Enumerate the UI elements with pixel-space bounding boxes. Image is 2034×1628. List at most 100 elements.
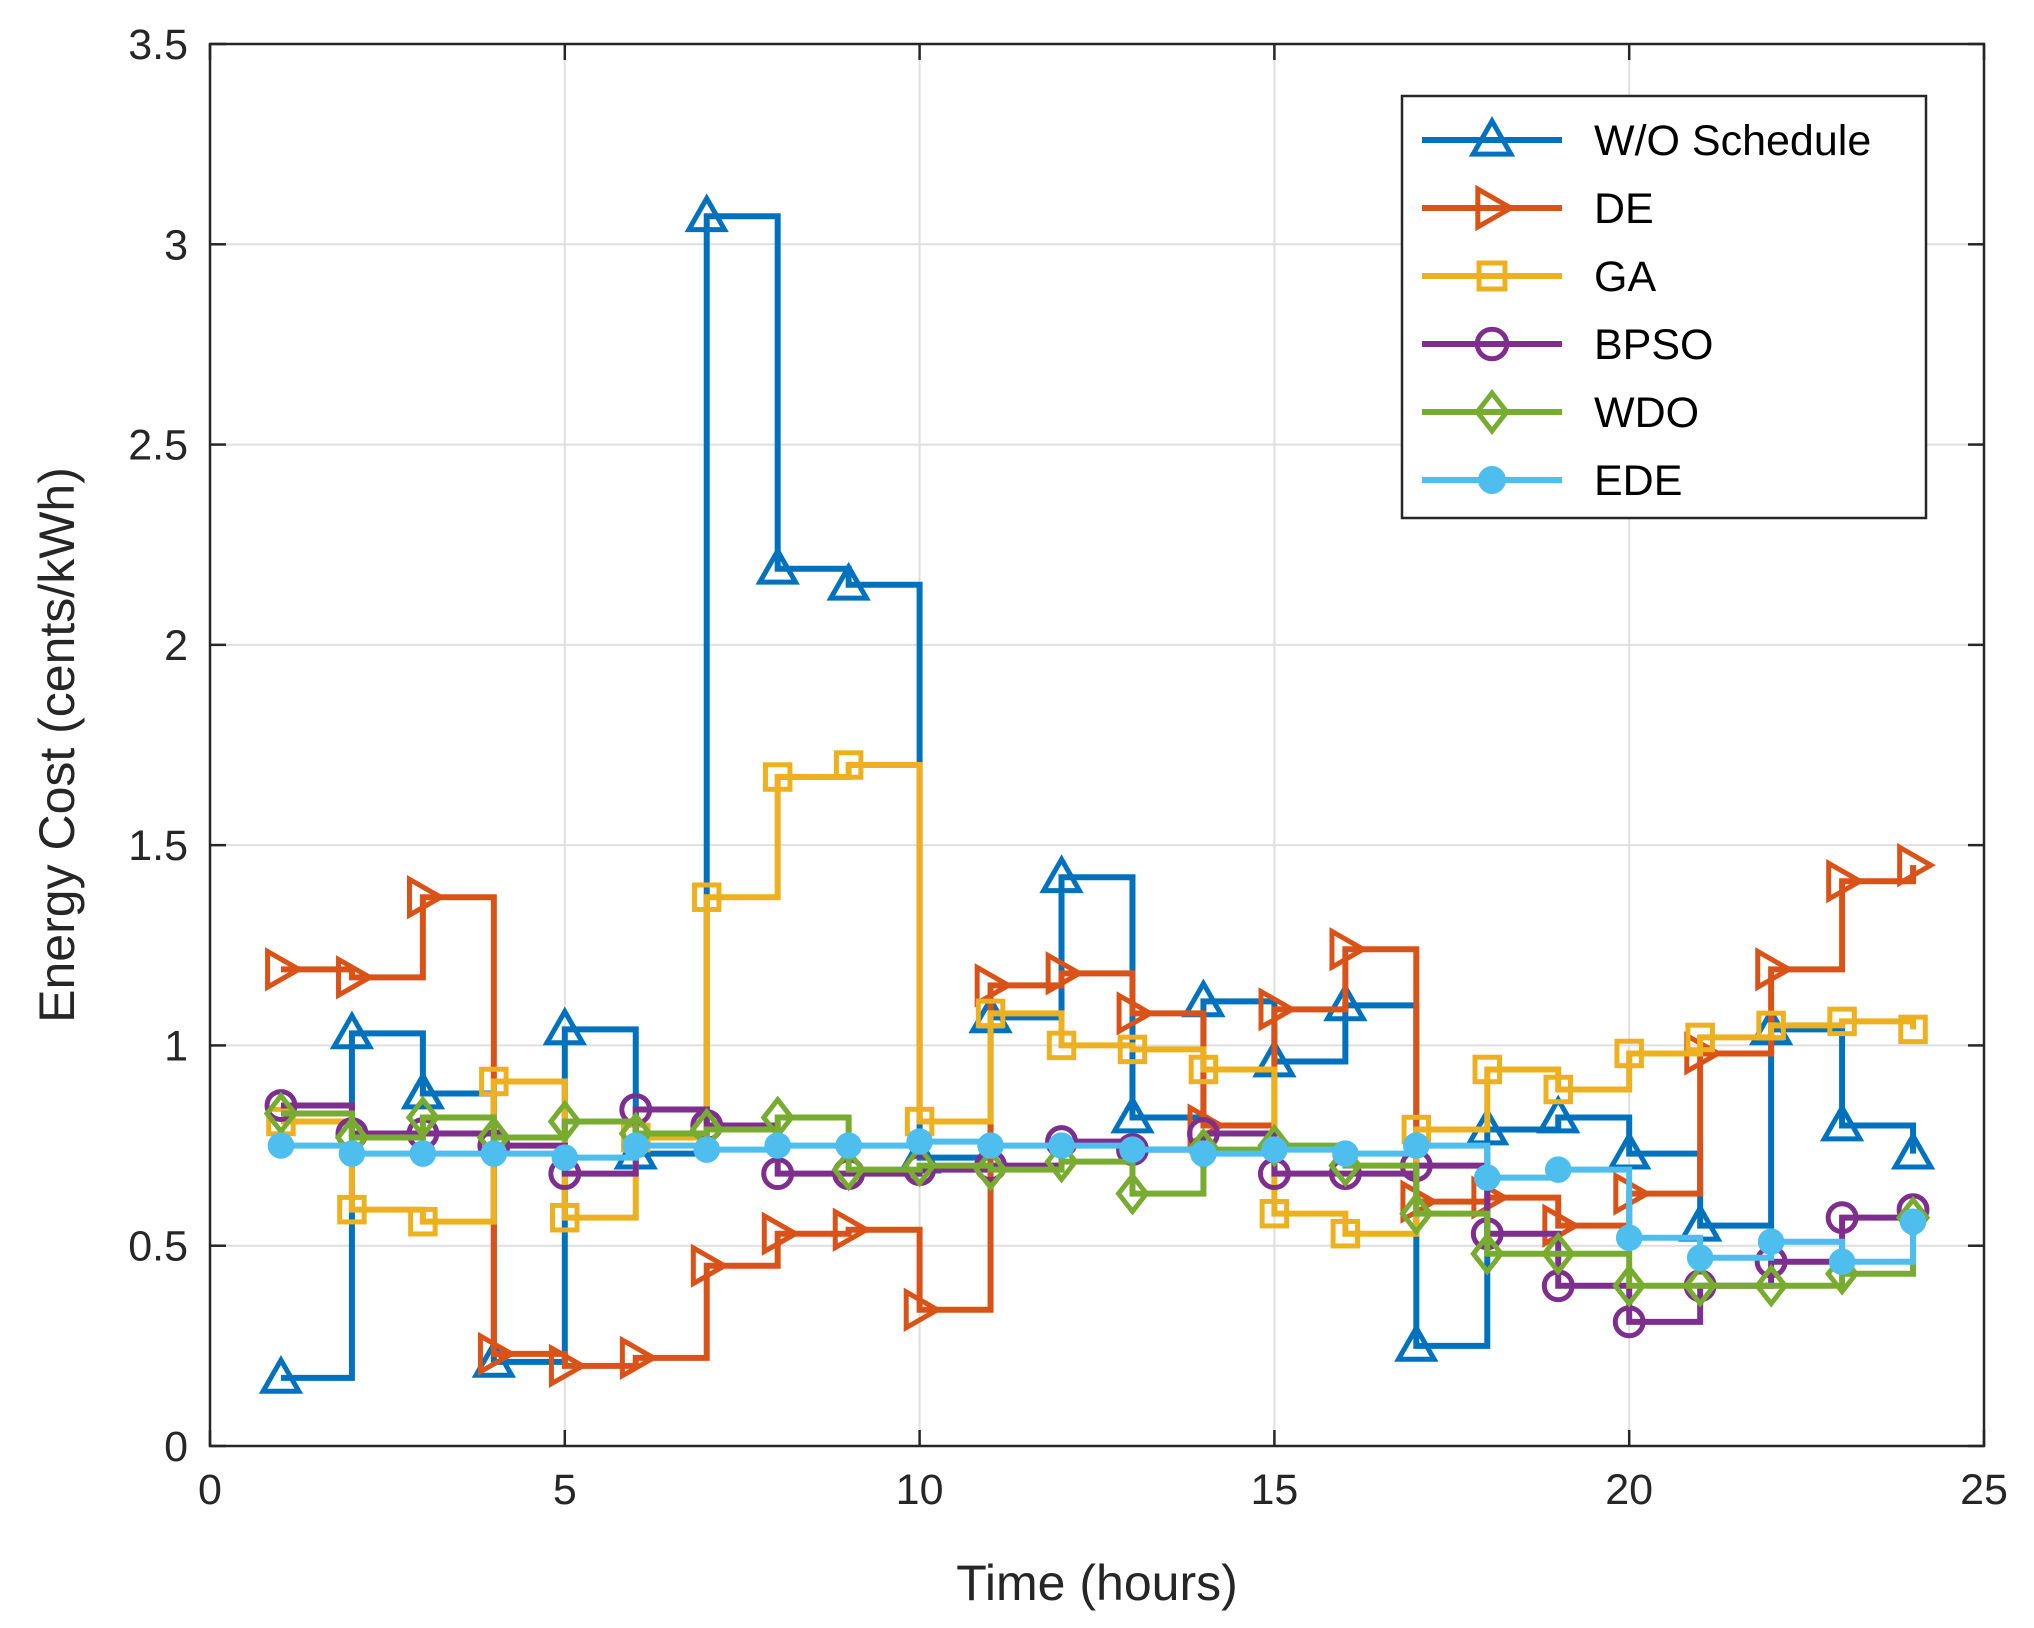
data-point	[1543, 1074, 1573, 1105]
data-point	[1472, 1054, 1503, 1085]
data-point	[1474, 1164, 1501, 1191]
data-point	[551, 1144, 579, 1171]
data-point	[762, 762, 793, 792]
data-point	[1039, 854, 1084, 894]
legend-marker	[1468, 116, 1516, 157]
data-point	[1755, 947, 1795, 992]
data-point	[405, 1095, 440, 1140]
y-tick-label: 3.5	[128, 21, 188, 69]
data-point	[1261, 1136, 1288, 1163]
data-point	[1119, 1136, 1146, 1163]
data-point	[477, 1331, 517, 1377]
data-point	[1615, 1224, 1643, 1251]
legend-marker	[1474, 389, 1510, 435]
data-point	[1190, 1140, 1217, 1167]
data-point	[1683, 1263, 1718, 1308]
data-point	[1754, 1263, 1789, 1308]
data-point	[1899, 1208, 1927, 1235]
data-point	[1394, 1322, 1439, 1362]
data-point	[1332, 1140, 1359, 1167]
data-point	[1046, 1030, 1077, 1061]
legend: W/O Schedule DE GA BPSO WDO EDE	[1400, 94, 1928, 520]
data-point	[1115, 1171, 1150, 1216]
legend-label: W/O Schedule	[1594, 117, 1871, 165]
data-point	[1329, 927, 1369, 972]
data-point	[264, 1089, 298, 1122]
data-point	[265, 947, 304, 992]
data-point	[1536, 1094, 1581, 1134]
data-point	[547, 1099, 582, 1144]
legend-marker	[1475, 184, 1516, 232]
legend-item: EDE	[1422, 457, 1682, 505]
data-point	[1258, 987, 1298, 1032]
data-point	[831, 1147, 866, 1192]
legend-item: WDO	[1422, 389, 1699, 437]
data-point	[1685, 1022, 1715, 1053]
data-point	[1612, 1305, 1646, 1339]
data-point	[974, 963, 1014, 1008]
x-tick-label: 0	[198, 1466, 222, 1514]
legend-label: DE	[1594, 185, 1654, 233]
data-point	[690, 1243, 730, 1288]
data-point	[408, 1206, 438, 1237]
x-tick-label: 25	[1960, 1466, 2008, 1514]
data-point	[1825, 1201, 1859, 1235]
legend-marker	[1474, 326, 1510, 362]
data-point	[1045, 951, 1085, 996]
x-tick-label: 20	[1605, 1466, 1653, 1514]
data-point	[691, 882, 722, 912]
y-tick-label: 1.5	[128, 822, 188, 870]
data-point	[684, 193, 729, 233]
data-point	[263, 1091, 299, 1136]
y-tick-label: 0.5	[128, 1223, 188, 1271]
data-point	[1614, 1038, 1644, 1069]
axes-frame	[208, 42, 1986, 1448]
series-line	[280, 865, 1917, 1369]
x-tick-label: 5	[553, 1466, 577, 1514]
y-tick-label: 2	[164, 622, 188, 670]
legend-item: GA	[1422, 253, 1656, 301]
data-point	[693, 1136, 720, 1163]
data-point	[542, 1006, 587, 1046]
data-point	[1890, 1130, 1936, 1170]
series-line	[280, 1110, 1917, 1289]
y-tick-label: 3	[164, 221, 188, 269]
data-point	[338, 1140, 366, 1167]
data-point	[761, 1211, 801, 1256]
data-point	[258, 1355, 304, 1394]
data-point	[1757, 1228, 1785, 1255]
x-tick-label: 10	[896, 1466, 944, 1514]
data-point	[1117, 1034, 1148, 1065]
data-point	[1826, 859, 1865, 904]
data-point	[826, 561, 871, 601]
x-tick-label: 15	[1250, 1466, 1298, 1514]
legend-marker	[1478, 466, 1506, 494]
data-point	[1048, 1132, 1075, 1159]
data-point	[548, 1343, 588, 1389]
data-point	[1257, 1123, 1292, 1168]
data-point	[1323, 982, 1368, 1022]
legend-label: WDO	[1594, 389, 1699, 437]
y-tick-label: 0	[164, 1423, 188, 1471]
legend-item: BPSO	[1422, 321, 1714, 369]
data-point	[622, 1132, 650, 1159]
data-point	[1188, 1054, 1219, 1085]
data-point	[764, 1132, 791, 1159]
series-ede	[267, 1128, 1927, 1275]
legend-item: DE	[1422, 184, 1654, 233]
data-point	[1827, 1006, 1857, 1037]
data-point	[973, 1147, 1008, 1192]
data-point	[1897, 843, 1936, 888]
data-point	[1819, 1102, 1865, 1142]
data-point	[329, 1010, 375, 1050]
legend-label: GA	[1594, 253, 1656, 301]
y-axis-title: Energy Cost (cents/kWh)	[29, 467, 85, 1023]
data-point	[1259, 1198, 1290, 1229]
data-point	[337, 1194, 367, 1225]
data-point	[832, 1207, 872, 1252]
data-point	[1612, 1263, 1647, 1308]
data-point	[1541, 1231, 1576, 1276]
data-point	[1330, 1218, 1361, 1249]
data-point	[902, 1143, 937, 1188]
